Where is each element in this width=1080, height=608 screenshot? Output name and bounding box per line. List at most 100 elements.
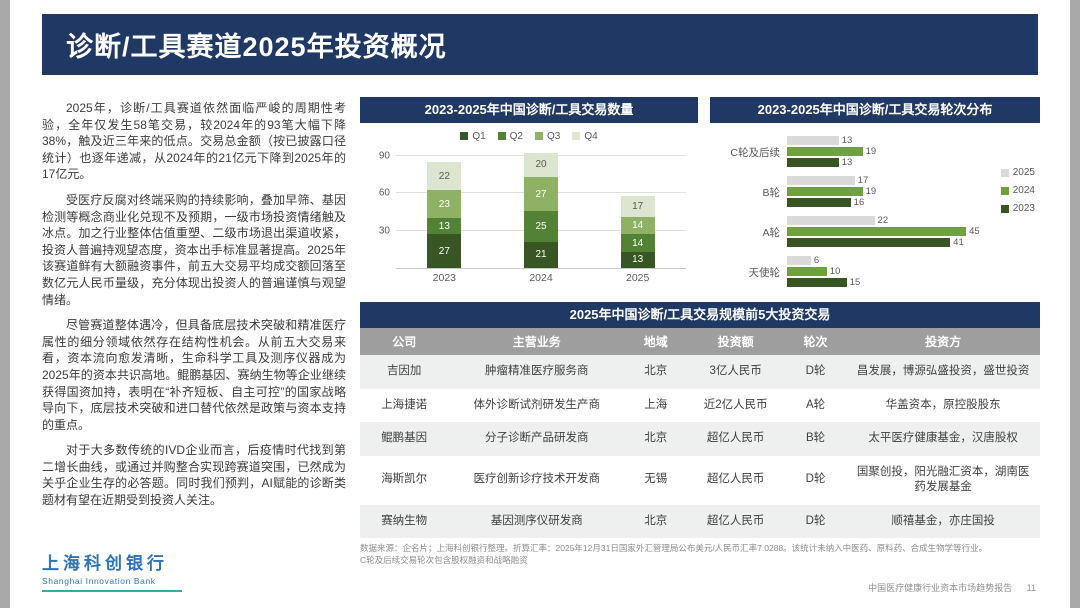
bar-value-label: 15 xyxy=(849,277,861,288)
legend-swatch-icon xyxy=(1000,204,1009,213)
bar-value-label: 45 xyxy=(969,226,980,237)
legend-swatch-icon xyxy=(497,132,506,140)
report-footer: 中国医疗健康行业资本市场趋势报告 11 xyxy=(868,581,1036,594)
deal-count-chart: 2023-2025年中国诊断/工具交易数量 Q1 Q2 Q3 Q4 30 60 90 27 1… xyxy=(360,97,698,293)
table-cell: 鲲鹏基因 xyxy=(381,432,428,445)
summary-paragraph: 对于大多数传统的IVD企业而言，后疫情时代找到第二增长曲线，或通过并购整合实现跨… xyxy=(42,443,346,508)
x-axis-tick: 2023 xyxy=(432,272,457,284)
top-deals-table-block: 2025年中国诊断/工具交易规模前5大投资交易 公司 主营业务 地域 投资额 轮次 投资方… xyxy=(360,302,1040,566)
table-cell: 肿瘤精准医疗服务商 xyxy=(485,365,589,377)
table-cell: 超亿人民币 xyxy=(706,432,765,445)
bar-2025 xyxy=(787,256,811,265)
bar-segment: 13 xyxy=(620,251,655,268)
bar-2023 xyxy=(787,158,839,167)
legend-swatch-icon xyxy=(460,132,469,140)
bar-value-label: 19 xyxy=(865,146,877,157)
page-gutter-left xyxy=(0,0,10,608)
table-row: 鲲鹏基因 分子诊断产品研发商 北京 超亿人民币 B轮 太平医疗健康基金，汉唐股权 xyxy=(360,422,1040,456)
table-cell: 医疗创新诊疗技术开发商 xyxy=(473,473,601,486)
round-chart-title: 2023-2025年中国诊断/工具交易轮次分布 xyxy=(710,97,1040,123)
deal-count-body: 30 60 90 27 13 23 22 21 25 27 20 13 14 14 17 xyxy=(360,144,698,269)
table-footnotes: 数据来源：企名片；上海科创银行整理。折算汇率：2025年12月31日国家外汇管理… xyxy=(360,543,1040,566)
table-row: 赛纳生物 基因测序仪研发商 北京 超亿人民币 D轮 顺禧基金，亦庄国投 xyxy=(360,504,1040,539)
page-gutter-right xyxy=(1070,0,1080,608)
table-cell: 3亿人民币 xyxy=(709,365,762,377)
column-header: 公司 xyxy=(360,328,449,355)
bar-value-label: 13 xyxy=(841,135,853,146)
table-body: 吉因加 肿瘤精准医疗服务商北京 3亿人民币 D轮 昌发展，博源弘盛投资，盛世投资上海捷诺… xyxy=(360,355,1040,539)
round-group: A轮 22 45 41 xyxy=(720,216,1032,249)
table-cell: 近2亿人民币 xyxy=(703,398,768,411)
category-label: C轮及后续 xyxy=(730,147,780,159)
table-cell: 吉因加 xyxy=(386,365,422,377)
x-axis-tick: 2025 xyxy=(625,272,650,284)
bar-segment: 27 xyxy=(427,234,462,268)
summary-paragraph: 受医疗反腐对终端采购的持续影响，叠加早筛、基因检测等概念商业化兑现不及预期，一级… xyxy=(42,192,346,307)
table-cell: 上海 xyxy=(644,398,668,411)
bar-value-label: 19 xyxy=(865,186,877,197)
table-row: 海斯凯尔 医疗创新诊疗技术开发商 无锡 超亿人民币 D轮 国聚创投，阳光融汇资本，湖南医药… xyxy=(360,455,1040,505)
stacked-bar-2023: 27 13 23 22 xyxy=(427,150,462,268)
round-group: B轮 17 19 16 xyxy=(720,176,1032,209)
bank-logo: 上海科创银行 Shanghai Innovation Bank xyxy=(42,549,182,592)
legend-item: 2025 xyxy=(1000,167,1035,178)
category-label: B轮 xyxy=(762,187,780,199)
y-axis-tick: 60 xyxy=(378,187,390,199)
bar-value-label: 22 xyxy=(877,215,889,226)
bar-2024 xyxy=(787,147,863,156)
bar-segment: 17 xyxy=(620,196,655,218)
table-cell: D轮 xyxy=(805,473,826,486)
table-cell: 北京 xyxy=(644,514,668,527)
bar-segment: 14 xyxy=(620,217,655,235)
bank-logo-cn: 上海科创银行 xyxy=(42,554,168,573)
table-row: 吉因加 肿瘤精准医疗服务商 北京 3亿人民币 D轮 昌发展，博源弘盛投资，盛世投资 xyxy=(360,355,1040,389)
report-name: 中国医疗健康行业资本市场趋势报告 xyxy=(868,583,1013,593)
deal-count-xaxis: 2023 2024 2025 xyxy=(396,269,686,285)
table-cell: 分子诊断产品研发商 xyxy=(485,432,589,445)
table-cell: 华盖资本，原控股股东 xyxy=(885,398,1001,411)
bar-segment: 25 xyxy=(524,210,558,242)
deal-count-chart-title: 2023-2025年中国诊断/工具交易数量 xyxy=(360,97,698,123)
summary-paragraph: 尽管赛道整体遇冷，但具备底层技术突破和精准医疗属性的细分领域依然存在结构性机会。… xyxy=(42,318,346,432)
bar-2024 xyxy=(787,187,863,196)
x-axis-tick: 2024 xyxy=(529,272,553,284)
column-header: 投资方 xyxy=(846,328,1040,355)
stacked-bar-2024: 21 25 27 20 xyxy=(524,150,558,268)
y-axis-tick: 30 xyxy=(378,225,390,237)
bar-segment: 23 xyxy=(427,189,462,219)
bar-segment: 13 xyxy=(427,218,462,235)
bar-segment: 14 xyxy=(620,234,655,252)
table-cell: D轮 xyxy=(805,365,826,377)
summary-paragraph: 2025年，诊断/工具赛道依然面临严峻的周期性考验，全年仅发生58笔交易，较20… xyxy=(42,101,346,182)
table-cell: 无锡 xyxy=(644,473,668,486)
table-cell: 超亿人民币 xyxy=(706,514,765,527)
table-cell: 体外诊断试剂研发生产商 xyxy=(473,398,601,411)
table-title: 2025年中国诊断/工具交易规模前5大投资交易 xyxy=(360,302,1040,328)
table-cell: 上海捷诺 xyxy=(381,398,428,411)
table-cell: 基因测序仪研发商 xyxy=(490,514,583,527)
bar-segment: 21 xyxy=(524,241,558,268)
table-header: 公司 主营业务 地域 投资额 轮次 投资方 xyxy=(360,328,1040,355)
bar-segment: 22 xyxy=(427,162,462,190)
slide: 诊断/工具赛道2025年投资概况 2025年，诊断/工具赛道依然面临严峻的周期性… xyxy=(10,0,1070,608)
category-label: A轮 xyxy=(762,227,780,239)
top-deals-table: 公司 主营业务 地域 投资额 轮次 投资方 吉因加 肿瘤精准医疗服务商北京 3亿人民币 D轮 昌发… xyxy=(360,328,1040,539)
bar-2023 xyxy=(787,198,851,207)
bar-2025 xyxy=(787,136,839,145)
legend-item: 2023 xyxy=(1000,203,1035,214)
bar-segment: 20 xyxy=(524,152,558,178)
table-cell: 昌发展，博源弘盛投资，盛世投资 xyxy=(856,365,1030,377)
table-cell: 超亿人民币 xyxy=(706,473,765,486)
deal-count-legend: Q1 Q2 Q3 Q4 xyxy=(360,123,698,144)
table-cell: A轮 xyxy=(805,398,826,411)
bar-segment: 27 xyxy=(524,177,558,211)
summary-text-column: 2025年，诊断/工具赛道依然面临严峻的周期性考验，全年仅发生58笔交易，较20… xyxy=(42,100,346,518)
legend-item: Q3 xyxy=(535,131,560,142)
page-number: 11 xyxy=(1026,583,1036,593)
table-cell: 太平医疗健康基金，汉唐股权 xyxy=(868,432,1018,445)
bar-2025 xyxy=(787,176,855,185)
bar-value-label: 16 xyxy=(853,197,865,208)
table-cell: 海斯凯尔 xyxy=(381,473,428,486)
table-row: 上海捷诺 体外诊断试剂研发生产商 上海 近2亿人民币 A轮 华盖资本，原控股股东 xyxy=(360,388,1040,423)
bar-2025 xyxy=(787,216,875,225)
